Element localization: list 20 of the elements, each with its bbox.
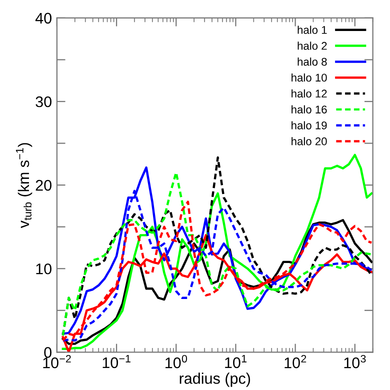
x-tick-label: 10$^{1}$: [225, 354, 247, 368]
y-tick-label: 40: [35, 12, 52, 24]
legend-label: halo 1: [298, 26, 327, 34]
y-tick-label: 30: [36, 96, 52, 108]
y-tick-label: 20: [36, 180, 52, 191]
x-tick-label: 10$^{0}$: [166, 354, 188, 368]
legend-label: halo 2: [298, 42, 327, 50]
y-tick-label: 0: [44, 347, 52, 358]
legend-label: halo 16: [292, 105, 327, 114]
y-tick-label: 10: [36, 263, 52, 274]
x-tick-label: 10$^{3}$: [344, 354, 366, 368]
x-tick-label: 10$^{2}$: [284, 354, 306, 368]
legend-label: halo 10: [292, 73, 327, 82]
y-axis-title: v$_{turb}$ (km s$^{−1}$): [16, 143, 32, 228]
x-tick-label: 10$^{−1}$: [102, 354, 130, 368]
x-axis-title: radius (pc): [180, 372, 250, 387]
legend-label: halo 12: [292, 89, 327, 98]
legend-label: halo 19: [292, 121, 327, 130]
legend-label: halo 8: [298, 58, 327, 66]
legend-label: halo 20: [292, 137, 327, 146]
